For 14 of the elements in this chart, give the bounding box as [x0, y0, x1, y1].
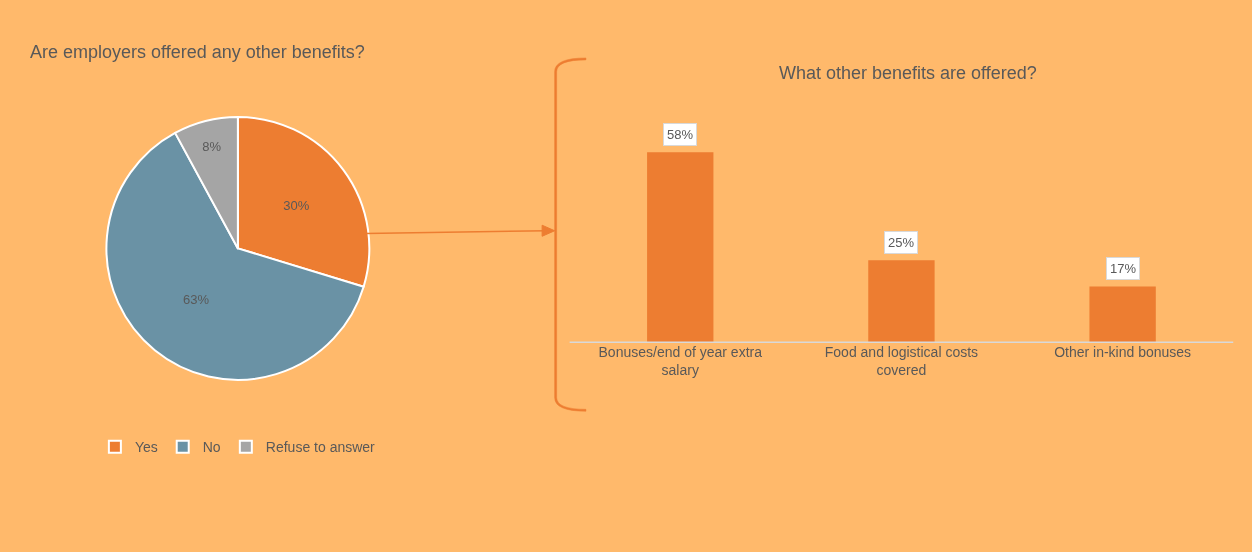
legend-label: Yes — [134, 439, 158, 456]
data-label: 25% — [888, 235, 915, 250]
chart-title: What other benefits are offered? — [779, 63, 1037, 83]
data-label: 17% — [1110, 261, 1137, 276]
legend-label: No — [202, 439, 221, 456]
data-label: 58% — [667, 127, 694, 142]
chart-title: Are employers offered any other benefits? — [30, 42, 365, 62]
x-tick-label: Other in-kind bonuses — [1054, 344, 1192, 361]
x-tick-label: Bonuses/end of year extra salary — [598, 344, 763, 379]
legend-label: Refuse to answer — [265, 439, 376, 456]
data-label: 8% — [202, 138, 222, 154]
x-tick-label: Food and logistical costs covered — [824, 344, 979, 379]
data-label: 63% — [183, 291, 210, 307]
data-label: 30% — [283, 197, 310, 213]
